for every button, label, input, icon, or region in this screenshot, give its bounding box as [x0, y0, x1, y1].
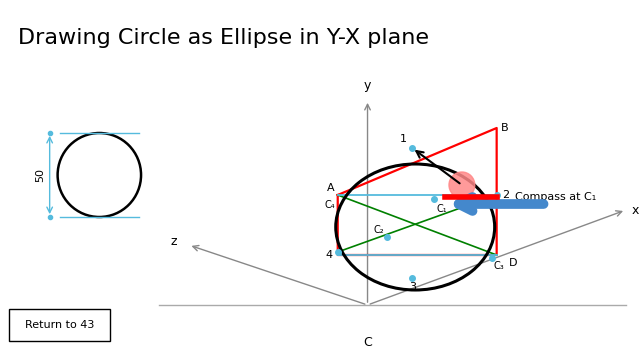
Text: Drawing Circle as Ellipse in Y-X plane: Drawing Circle as Ellipse in Y-X plane	[18, 28, 429, 48]
Circle shape	[449, 172, 475, 198]
Text: C₂: C₂	[374, 225, 385, 235]
Text: B: B	[500, 123, 508, 133]
Text: z: z	[170, 234, 177, 248]
Text: C₄: C₄	[324, 200, 335, 210]
Text: C₁: C₁	[436, 204, 447, 214]
Text: Compass at C₁: Compass at C₁	[515, 192, 596, 202]
Text: C₃: C₃	[493, 261, 504, 271]
Text: A: A	[327, 183, 335, 193]
Text: x: x	[632, 203, 639, 216]
Text: 4: 4	[326, 250, 333, 260]
Text: 2: 2	[502, 190, 509, 200]
Text: y: y	[364, 79, 371, 92]
Text: Return to 43: Return to 43	[25, 320, 94, 330]
Text: C: C	[363, 336, 372, 349]
Text: 1: 1	[400, 134, 407, 144]
Text: 3: 3	[409, 282, 416, 292]
Text: 50: 50	[35, 168, 45, 182]
FancyBboxPatch shape	[9, 309, 110, 341]
Text: D: D	[509, 258, 517, 268]
